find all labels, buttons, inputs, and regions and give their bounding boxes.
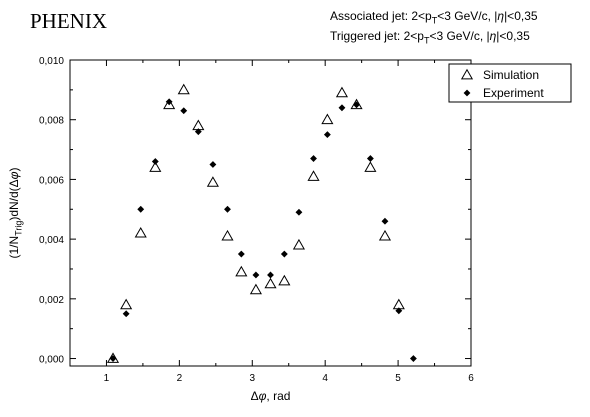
annotations: Associated jet: 2<pT<3 GeV/c, |η|<0,35Tr… bbox=[330, 9, 538, 46]
experiment-point bbox=[137, 205, 145, 213]
experiment-point bbox=[295, 208, 303, 216]
experiment-point bbox=[224, 205, 231, 213]
experiment-point bbox=[338, 104, 346, 112]
experiment-point bbox=[280, 250, 288, 258]
simulation-point bbox=[235, 265, 248, 277]
annotation-line-part: |<0,35 bbox=[504, 9, 538, 23]
simulation-point bbox=[120, 298, 133, 310]
experiment-point bbox=[151, 158, 159, 165]
simulation-point bbox=[392, 298, 405, 310]
experiment-point bbox=[122, 310, 130, 318]
x-tick-label: 1 bbox=[104, 373, 110, 384]
simulation-point bbox=[221, 229, 234, 241]
experiment-point bbox=[209, 161, 217, 168]
y-tick-label: 0,008 bbox=[39, 116, 64, 127]
simulation-point bbox=[249, 283, 262, 295]
experiment-point bbox=[165, 98, 173, 106]
annotation-line-part: T bbox=[424, 36, 430, 46]
y-axis-label-part: ) bbox=[7, 167, 21, 171]
chart-title: PHENIX bbox=[30, 9, 107, 33]
annotation-line-part: <3 GeV/c, | bbox=[437, 9, 497, 23]
experiment-point bbox=[395, 307, 403, 315]
experiment-point bbox=[381, 217, 389, 225]
simulation-point bbox=[378, 229, 392, 241]
y-axis-label-part: )dN/d(Δ bbox=[7, 179, 21, 220]
simulation-point bbox=[134, 226, 147, 238]
experiment-point bbox=[252, 271, 260, 279]
x-tick-label: 6 bbox=[468, 373, 474, 384]
annotation-line-part: η bbox=[497, 9, 504, 23]
x-axis-label: Δφ, rad bbox=[251, 389, 291, 403]
simulation-point bbox=[292, 238, 305, 250]
x-tick-label: 5 bbox=[395, 373, 401, 384]
legend-box bbox=[448, 63, 572, 103]
simulation-point bbox=[364, 161, 377, 172]
series-layer bbox=[106, 83, 417, 363]
legend-label: Experiment bbox=[483, 86, 544, 100]
legend-label: Simulation bbox=[483, 68, 539, 82]
y-axis-label: (1/NTrig)dN/d(Δφ) bbox=[7, 167, 24, 258]
annotation-line-part: Associated jet: 2<p bbox=[330, 9, 432, 23]
y-tick-label: 0,006 bbox=[39, 175, 64, 186]
axes: 1 2 3 4 5 60,0000,0020,0040,0060,0080,010Δφ, … bbox=[7, 56, 474, 403]
experiment-point bbox=[323, 131, 331, 139]
simulation-point bbox=[307, 170, 320, 181]
experiment-point bbox=[194, 128, 202, 136]
y-tick-label: 0,000 bbox=[39, 355, 64, 366]
x-axis-label-part: , rad bbox=[266, 389, 290, 403]
annotation-line-part: T bbox=[432, 16, 438, 26]
series-simulation bbox=[106, 83, 405, 363]
experiment-point bbox=[310, 155, 317, 162]
x-tick-label: 2 bbox=[177, 373, 183, 384]
simulation-point bbox=[278, 274, 291, 286]
annotation-line: Triggered jet: 2<pT<3 GeV/c, |η|<0,35 bbox=[330, 29, 530, 46]
experiment-point bbox=[366, 155, 374, 162]
annotation-line-part: η bbox=[490, 29, 497, 43]
y-axis-label-part: φ bbox=[7, 171, 21, 179]
experiment-point bbox=[353, 101, 360, 109]
x-tick-label: 4 bbox=[322, 373, 328, 384]
y-axis-label-part: (1/N bbox=[7, 236, 21, 259]
annotation-line-part: |<0,35 bbox=[496, 29, 530, 43]
experiment-point bbox=[237, 250, 245, 258]
annotation-line-part: Triggered jet: 2<p bbox=[330, 29, 424, 43]
annotation-line-part: <3 GeV/c, | bbox=[429, 29, 489, 43]
y-tick-label: 0,004 bbox=[39, 235, 64, 246]
experiment-point bbox=[409, 355, 417, 362]
legend: Simulation Experiment bbox=[448, 63, 572, 103]
x-tick-label: 3 bbox=[249, 373, 255, 384]
experiment-point bbox=[180, 107, 188, 115]
y-tick-label: 0,010 bbox=[39, 56, 64, 67]
simulation-point bbox=[206, 176, 219, 187]
experiment-point bbox=[109, 355, 117, 362]
simulation-point bbox=[149, 161, 162, 172]
y-tick-label: 0,002 bbox=[39, 295, 64, 306]
y-axis-label-part: Trig bbox=[14, 221, 24, 236]
experiment-point bbox=[267, 271, 274, 279]
simulation-point bbox=[177, 83, 190, 95]
simulation-point bbox=[264, 277, 277, 289]
simulation-point bbox=[192, 119, 205, 131]
x-axis-label-part: Δ bbox=[251, 389, 259, 403]
annotation-line: Associated jet: 2<pT<3 GeV/c, |η|<0,35 bbox=[330, 9, 538, 26]
legend-triangle-icon bbox=[460, 68, 474, 80]
legend-diamond-icon bbox=[463, 89, 471, 97]
plot-frame bbox=[69, 59, 472, 367]
x-axis-label-part: φ bbox=[259, 389, 267, 403]
series-experiment bbox=[109, 98, 417, 362]
simulation-point bbox=[321, 113, 334, 125]
simulation-point bbox=[335, 86, 349, 98]
